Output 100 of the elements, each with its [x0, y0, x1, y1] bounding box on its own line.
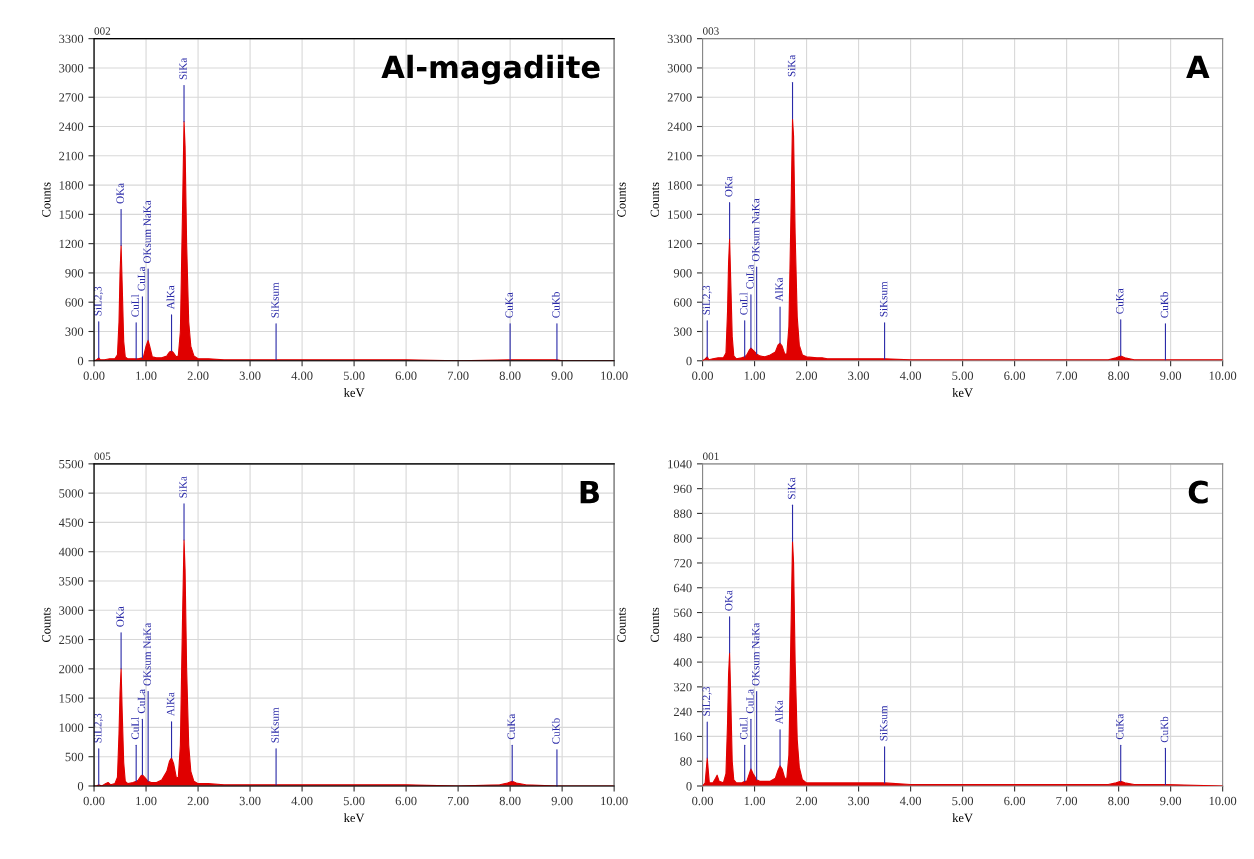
y-tick-label: 900 — [65, 268, 84, 278]
x-tick-label: 2.00 — [796, 371, 818, 381]
x-tick-label: 0.00 — [692, 796, 714, 806]
x-tick-label: 3.00 — [848, 371, 870, 381]
y-tick-label: 3500 — [59, 577, 84, 586]
annotation: SiKsum — [271, 282, 279, 318]
x-tick-label: 0.00 — [692, 371, 714, 381]
y-tick-label: 160 — [674, 732, 692, 741]
y-tick-label: 800 — [673, 534, 692, 543]
y-tick-label: 2000 — [59, 664, 84, 674]
chart-subtitle: 005 — [94, 452, 111, 460]
y-tick-label: 1800 — [668, 181, 692, 190]
y-tick-label: 3000 — [59, 606, 84, 615]
annotation: CuLa — [746, 264, 754, 289]
x-tick-label: 6.00 — [1004, 796, 1026, 806]
x-tick-label: 8.00 — [1108, 371, 1130, 381]
y-tick-label: 0 — [77, 356, 84, 366]
y-tick-label: 3000 — [59, 63, 84, 73]
x-tick-label: 1.00 — [744, 796, 766, 806]
y-tick-label: 1040 — [668, 459, 692, 469]
annotation: CuKa — [507, 713, 515, 740]
y-tick-label: 1200 — [59, 239, 84, 249]
x-tick-label: 6.00 — [1004, 371, 1026, 381]
annotation: CuKa — [505, 292, 513, 318]
annotation: CuKb — [551, 292, 560, 318]
annotation: AlKa — [775, 277, 783, 302]
annotation: SiKa — [179, 57, 187, 80]
x-tick-label: 3.00 — [239, 371, 261, 381]
x-tick-label: 1.00 — [744, 371, 766, 381]
x-tick-label: 8.00 — [1108, 796, 1130, 806]
annotation: SiL2,3 — [702, 686, 712, 716]
annotation: AlKa — [166, 692, 175, 717]
y-tick-label: 500 — [65, 752, 84, 762]
y-tick-label: 2700 — [59, 93, 84, 102]
annotation: CuLl — [131, 717, 139, 740]
y-tick-label: 1000 — [59, 723, 84, 732]
x-axis-title: keV — [343, 813, 365, 823]
annotation: CuLl — [739, 292, 748, 315]
y-tick-label: 3000 — [667, 63, 692, 73]
annotation: SiL2,3 — [702, 285, 712, 315]
x-tick-label: 10.00 — [1209, 796, 1237, 806]
y-tick-label: 3300 — [667, 34, 692, 44]
annotation: OKa — [724, 176, 733, 197]
x-axis-title: keV — [343, 388, 365, 397]
y-tick-label: 0 — [686, 782, 692, 791]
y-tick-label: 80 — [680, 757, 692, 766]
annotation: CuLl — [131, 294, 139, 317]
annotation: SiKa — [787, 54, 796, 77]
annotation: CuKb — [1160, 716, 1169, 743]
x-tick-label: 4.00 — [291, 371, 313, 381]
y2-axis-title: Counts — [617, 607, 626, 643]
annotation: AlKa — [166, 285, 175, 310]
x-tick-label: 1.00 — [136, 371, 157, 381]
x-tick-label: 5.00 — [343, 371, 365, 381]
y-axis-title: Counts — [650, 607, 660, 643]
y-tick-label: 1500 — [668, 210, 692, 219]
annotation: CuKb — [551, 718, 560, 744]
annotation: CuLa — [137, 689, 146, 714]
annotation: SiKa — [179, 476, 187, 498]
chart-title: B — [580, 480, 599, 504]
x-tick-label: 8.00 — [499, 371, 521, 381]
y-tick-label: 5000 — [59, 489, 84, 498]
y-tick-label: 2100 — [667, 151, 692, 161]
annotation: OKa — [116, 183, 124, 204]
annotation: OKa — [724, 590, 733, 611]
x-tick-label: 8.00 — [499, 796, 521, 806]
y-tick-label: 720 — [674, 559, 692, 568]
y-tick-label: 1500 — [59, 210, 84, 219]
x-tick-label: 9.00 — [1160, 796, 1182, 806]
annotation: OKsum NaKa — [143, 622, 151, 686]
y-axis-title: Counts — [650, 182, 660, 217]
x-tick-label: 6.00 — [395, 371, 417, 381]
annotation: AlKa — [775, 700, 783, 725]
x-tick-label: 6.00 — [395, 796, 417, 806]
x-tick-label: 4.00 — [899, 371, 922, 381]
y-tick-label: 2400 — [667, 122, 692, 131]
y-tick-label: 1800 — [59, 181, 84, 190]
text: Al-magadiite — [381, 54, 600, 85]
x-tick-label: 7.00 — [1056, 371, 1078, 381]
x-tick-label: 1.00 — [136, 796, 157, 806]
x-tick-label: 3.00 — [239, 796, 261, 806]
x-tick-label: 7.00 — [1056, 796, 1078, 806]
x-tick-label: 9.00 — [551, 371, 573, 381]
y-axis-title: Counts — [42, 182, 51, 217]
y-tick-label: 320 — [673, 682, 692, 692]
y-tick-label: 900 — [673, 268, 692, 278]
y-tick-label: 1500 — [59, 694, 84, 703]
annotation: OKa — [116, 606, 124, 627]
y-tick-label: 300 — [65, 327, 84, 336]
annotation: CuKa — [1116, 288, 1124, 314]
annotation: OKsum NaKa — [751, 198, 760, 262]
annotation: CuLl — [739, 717, 748, 740]
y-tick-label: 2400 — [59, 122, 84, 131]
x-tick-label: 2.00 — [187, 796, 209, 806]
x-tick-label: 5.00 — [343, 796, 365, 806]
x-axis-title: keV — [952, 813, 973, 823]
annotation: SiL2,3 — [94, 713, 104, 743]
annotation: SiKsum — [879, 705, 888, 741]
y-tick-label: 600 — [673, 298, 692, 307]
annotation: SiKsum — [879, 281, 888, 317]
